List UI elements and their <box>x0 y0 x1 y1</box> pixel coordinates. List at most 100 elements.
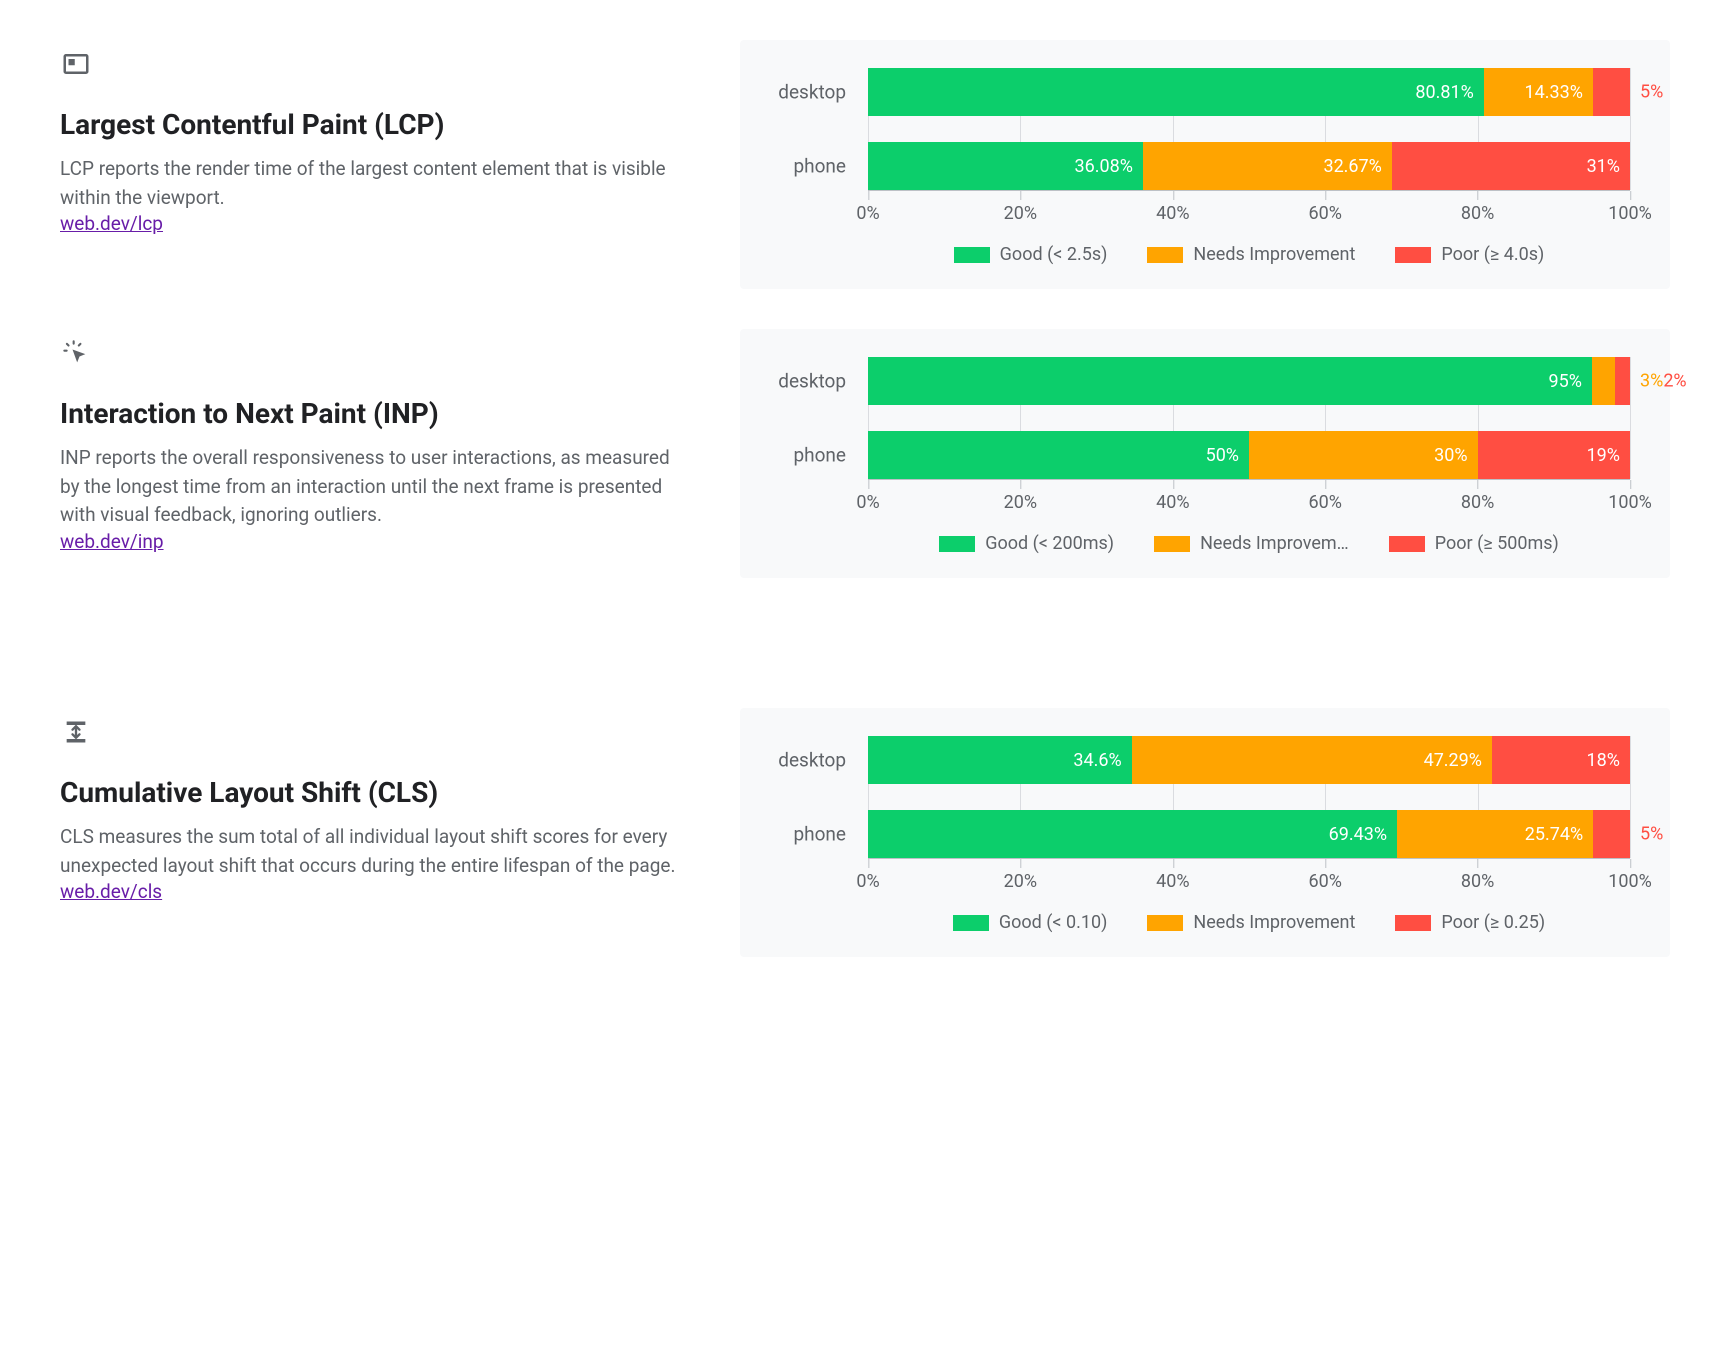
x-tick: 100% <box>1608 480 1652 513</box>
segment-poor <box>1593 68 1630 116</box>
x-tick-label: 40% <box>1156 492 1189 513</box>
metric-description: CLS measures the sum total of all indivi… <box>60 823 680 880</box>
segment-needs: 47.29% <box>1132 736 1492 784</box>
x-tick: 0% <box>856 191 879 224</box>
x-tick-label: 100% <box>1608 492 1652 513</box>
legend-label: Good (< 0.10) <box>999 912 1108 933</box>
overflow-label: 3%2% <box>1640 371 1687 392</box>
legend-swatch <box>1395 247 1431 263</box>
segment-poor: 18% <box>1492 736 1630 784</box>
x-tick-label: 100% <box>1608 871 1652 892</box>
segment-needs: 32.67% <box>1143 142 1392 190</box>
y-axis-label: phone <box>793 444 846 467</box>
x-tick: 60% <box>1308 480 1341 513</box>
x-tick-label: 80% <box>1461 492 1494 513</box>
x-axis: 0%20%40%60%80%100% <box>868 858 1630 898</box>
layout-shift-icon <box>60 716 92 748</box>
legend: Good (< 0.10) Needs Improvement Poor (≥ 0.… <box>868 912 1630 933</box>
metric-cls: Cumulative Layout Shift (CLS) CLS measure… <box>60 708 1670 957</box>
x-tick: 80% <box>1461 480 1494 513</box>
x-tick: 60% <box>1308 191 1341 224</box>
chart-panel: desktopphone80.81%14.33%5%36.08%32.67%31… <box>740 40 1670 289</box>
segment-good: 69.43% <box>868 810 1397 858</box>
legend-label: Needs Improvem… <box>1200 533 1349 554</box>
legend-swatch <box>1389 536 1425 552</box>
segment-good: 34.6% <box>868 736 1132 784</box>
metric-title: Largest Contentful Paint (LCP) <box>60 108 680 141</box>
legend-swatch <box>939 536 975 552</box>
x-tick: 60% <box>1308 859 1341 892</box>
x-tick-label: 40% <box>1156 871 1189 892</box>
legend-label: Poor (≥ 500ms) <box>1435 533 1559 554</box>
legend-item-poor: Poor (≥ 500ms) <box>1389 533 1559 554</box>
legend-label: Good (< 2.5s) <box>1000 244 1108 265</box>
metric-lcp: Largest Contentful Paint (LCP) LCP report… <box>60 40 1670 289</box>
legend-swatch <box>1147 915 1183 931</box>
x-tick: 80% <box>1461 859 1494 892</box>
y-axis-label: desktop <box>778 370 846 393</box>
overflow-label: 5% <box>1640 82 1663 103</box>
x-axis: 0%20%40%60%80%100% <box>868 190 1630 230</box>
x-tick-label: 0% <box>856 492 879 513</box>
legend: Good (< 2.5s)Needs ImprovementPoor (≥ 4.… <box>868 244 1630 265</box>
segment-good: 95% <box>868 357 1592 405</box>
legend-label: Good (< 200ms) <box>985 533 1114 554</box>
metric-description: INP reports the overall responsiveness t… <box>60 444 680 530</box>
x-tick-label: 80% <box>1461 203 1494 224</box>
x-tick-label: 20% <box>1004 203 1037 224</box>
x-tick: 20% <box>1004 191 1037 224</box>
x-tick: 100% <box>1608 859 1652 892</box>
legend-label: Poor (≥ 0.25) <box>1441 912 1545 933</box>
gridline <box>1630 736 1631 858</box>
x-tick: 20% <box>1004 859 1037 892</box>
chart-plot: desktopphone34.6%47.29%18%69.43%25.74%5%… <box>768 736 1630 933</box>
x-tick: 20% <box>1004 480 1037 513</box>
legend-item-poor: Poor (≥ 0.25) <box>1395 912 1545 933</box>
x-tick-label: 100% <box>1608 203 1652 224</box>
x-tick-label: 60% <box>1308 871 1341 892</box>
bar-row: 36.08%32.67%31% <box>868 142 1630 190</box>
legend-item-poor: Poor (≥ 4.0s) <box>1395 244 1544 265</box>
chart-panel: desktopphone34.6%47.29%18%69.43%25.74%5%… <box>740 708 1670 957</box>
segment-poor: 19% <box>1478 431 1630 479</box>
legend: Good (< 200ms) Needs Improvem… Poor (≥ 500… <box>868 533 1630 554</box>
x-tick-label: 0% <box>856 203 879 224</box>
metric-info: Interaction to Next Paint (INP) INP repor… <box>60 329 680 553</box>
legend-item-good: Good (< 0.10) <box>953 912 1108 933</box>
chart-panel: desktop phone 95%3%2%50%30%19% 0% 20% 40% 60% 8… <box>740 329 1670 578</box>
x-tick: 0% <box>856 859 879 892</box>
bars-area: 95%3%2%50%30%19% <box>868 357 1630 479</box>
metric-title: Cumulative Layout Shift (CLS) <box>60 776 680 809</box>
click-cursor-icon <box>60 337 92 369</box>
segment-good: 36.08% <box>868 142 1143 190</box>
legend-item-good: Good (< 2.5s) <box>954 244 1108 265</box>
metric-link[interactable]: web.dev/inp <box>60 530 164 553</box>
segment-poor <box>1615 357 1630 405</box>
legend-swatch <box>954 247 990 263</box>
segment-needs <box>1592 357 1615 405</box>
overflow-label: 5% <box>1640 824 1663 845</box>
metric-link[interactable]: web.dev/lcp <box>60 212 163 235</box>
legend-label: Needs Improvement <box>1193 912 1355 933</box>
y-axis-label: desktop <box>778 81 846 104</box>
legend-item-needs: Needs Improvement <box>1147 912 1355 933</box>
segment-good: 50% <box>868 431 1249 479</box>
metric-title: Interaction to Next Paint (INP) <box>60 397 680 430</box>
segment-needs: 14.33% <box>1484 68 1593 116</box>
gridline <box>1630 68 1631 190</box>
metric-info: Largest Contentful Paint (LCP) LCP report… <box>60 40 680 235</box>
x-tick: 100% <box>1608 191 1652 224</box>
metric-link[interactable]: web.dev/cls <box>60 880 162 903</box>
y-axis-label: desktop <box>778 749 846 772</box>
legend-swatch <box>1147 247 1183 263</box>
metric-description: LCP reports the render time of the large… <box>60 155 680 212</box>
legend-swatch <box>1395 915 1431 931</box>
bar-row: 50%30%19% <box>868 431 1630 479</box>
x-tick: 0% <box>856 480 879 513</box>
y-axis-label: phone <box>793 155 846 178</box>
y-axis-label: phone <box>793 823 846 846</box>
x-tick-label: 20% <box>1004 492 1037 513</box>
legend-item-good: Good (< 200ms) <box>939 533 1114 554</box>
metric-info: Cumulative Layout Shift (CLS) CLS measure… <box>60 708 680 903</box>
gridline <box>1630 357 1631 479</box>
